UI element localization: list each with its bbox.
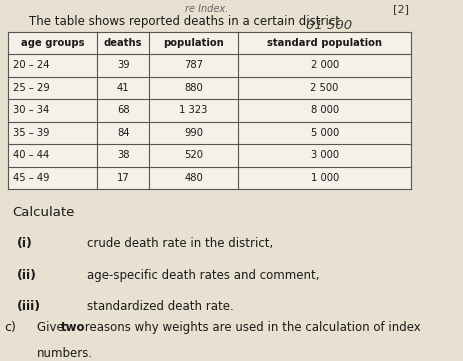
Text: The table shows reported deaths in a certain district.: The table shows reported deaths in a cer… [29, 15, 343, 28]
Text: 2 500: 2 500 [310, 83, 338, 93]
Text: 20 – 24: 20 – 24 [13, 60, 50, 70]
Text: re Index.: re Index. [185, 4, 228, 14]
Text: numbers.: numbers. [37, 347, 93, 360]
Text: [2]: [2] [392, 4, 408, 14]
Text: 68: 68 [117, 105, 129, 116]
Text: 17: 17 [117, 173, 129, 183]
Text: Calculate: Calculate [13, 206, 75, 219]
Text: (ii): (ii) [17, 269, 37, 282]
Text: reasons why weights are used in the calculation of index: reasons why weights are used in the calc… [81, 321, 420, 334]
Text: 38: 38 [117, 151, 129, 160]
Text: population: population [163, 38, 224, 48]
Text: age groups: age groups [21, 38, 84, 48]
Text: standardized death rate.: standardized death rate. [87, 300, 233, 313]
Text: 520: 520 [184, 151, 203, 160]
Text: 41: 41 [117, 83, 129, 93]
Text: 787: 787 [184, 60, 203, 70]
Text: 35 – 39: 35 – 39 [13, 128, 50, 138]
Text: Give: Give [37, 321, 68, 334]
Text: 39: 39 [117, 60, 129, 70]
Text: 40 – 44: 40 – 44 [13, 151, 49, 160]
Text: 01 500: 01 500 [305, 19, 351, 32]
Text: 2 000: 2 000 [310, 60, 338, 70]
Text: 84: 84 [117, 128, 129, 138]
Bar [8, 31, 410, 189]
Text: age-specific death rates and comment,: age-specific death rates and comment, [87, 269, 319, 282]
Text: deaths: deaths [104, 38, 142, 48]
Text: 30 – 34: 30 – 34 [13, 105, 49, 116]
Text: (iii): (iii) [17, 300, 41, 313]
Text: 480: 480 [184, 173, 203, 183]
Text: two: two [61, 321, 86, 334]
Text: 3 000: 3 000 [310, 151, 338, 160]
Text: (i): (i) [17, 237, 32, 250]
Text: 8 000: 8 000 [310, 105, 338, 116]
Text: 25 – 29: 25 – 29 [13, 83, 50, 93]
Text: crude death rate in the district,: crude death rate in the district, [87, 237, 272, 250]
Text: standard population: standard population [267, 38, 382, 48]
Text: 45 – 49: 45 – 49 [13, 173, 50, 183]
Text: 880: 880 [184, 83, 203, 93]
Text: 1 323: 1 323 [179, 105, 207, 116]
Text: c): c) [4, 321, 16, 334]
Text: 990: 990 [184, 128, 203, 138]
Text: 5 000: 5 000 [310, 128, 338, 138]
Text: 1 000: 1 000 [310, 173, 338, 183]
